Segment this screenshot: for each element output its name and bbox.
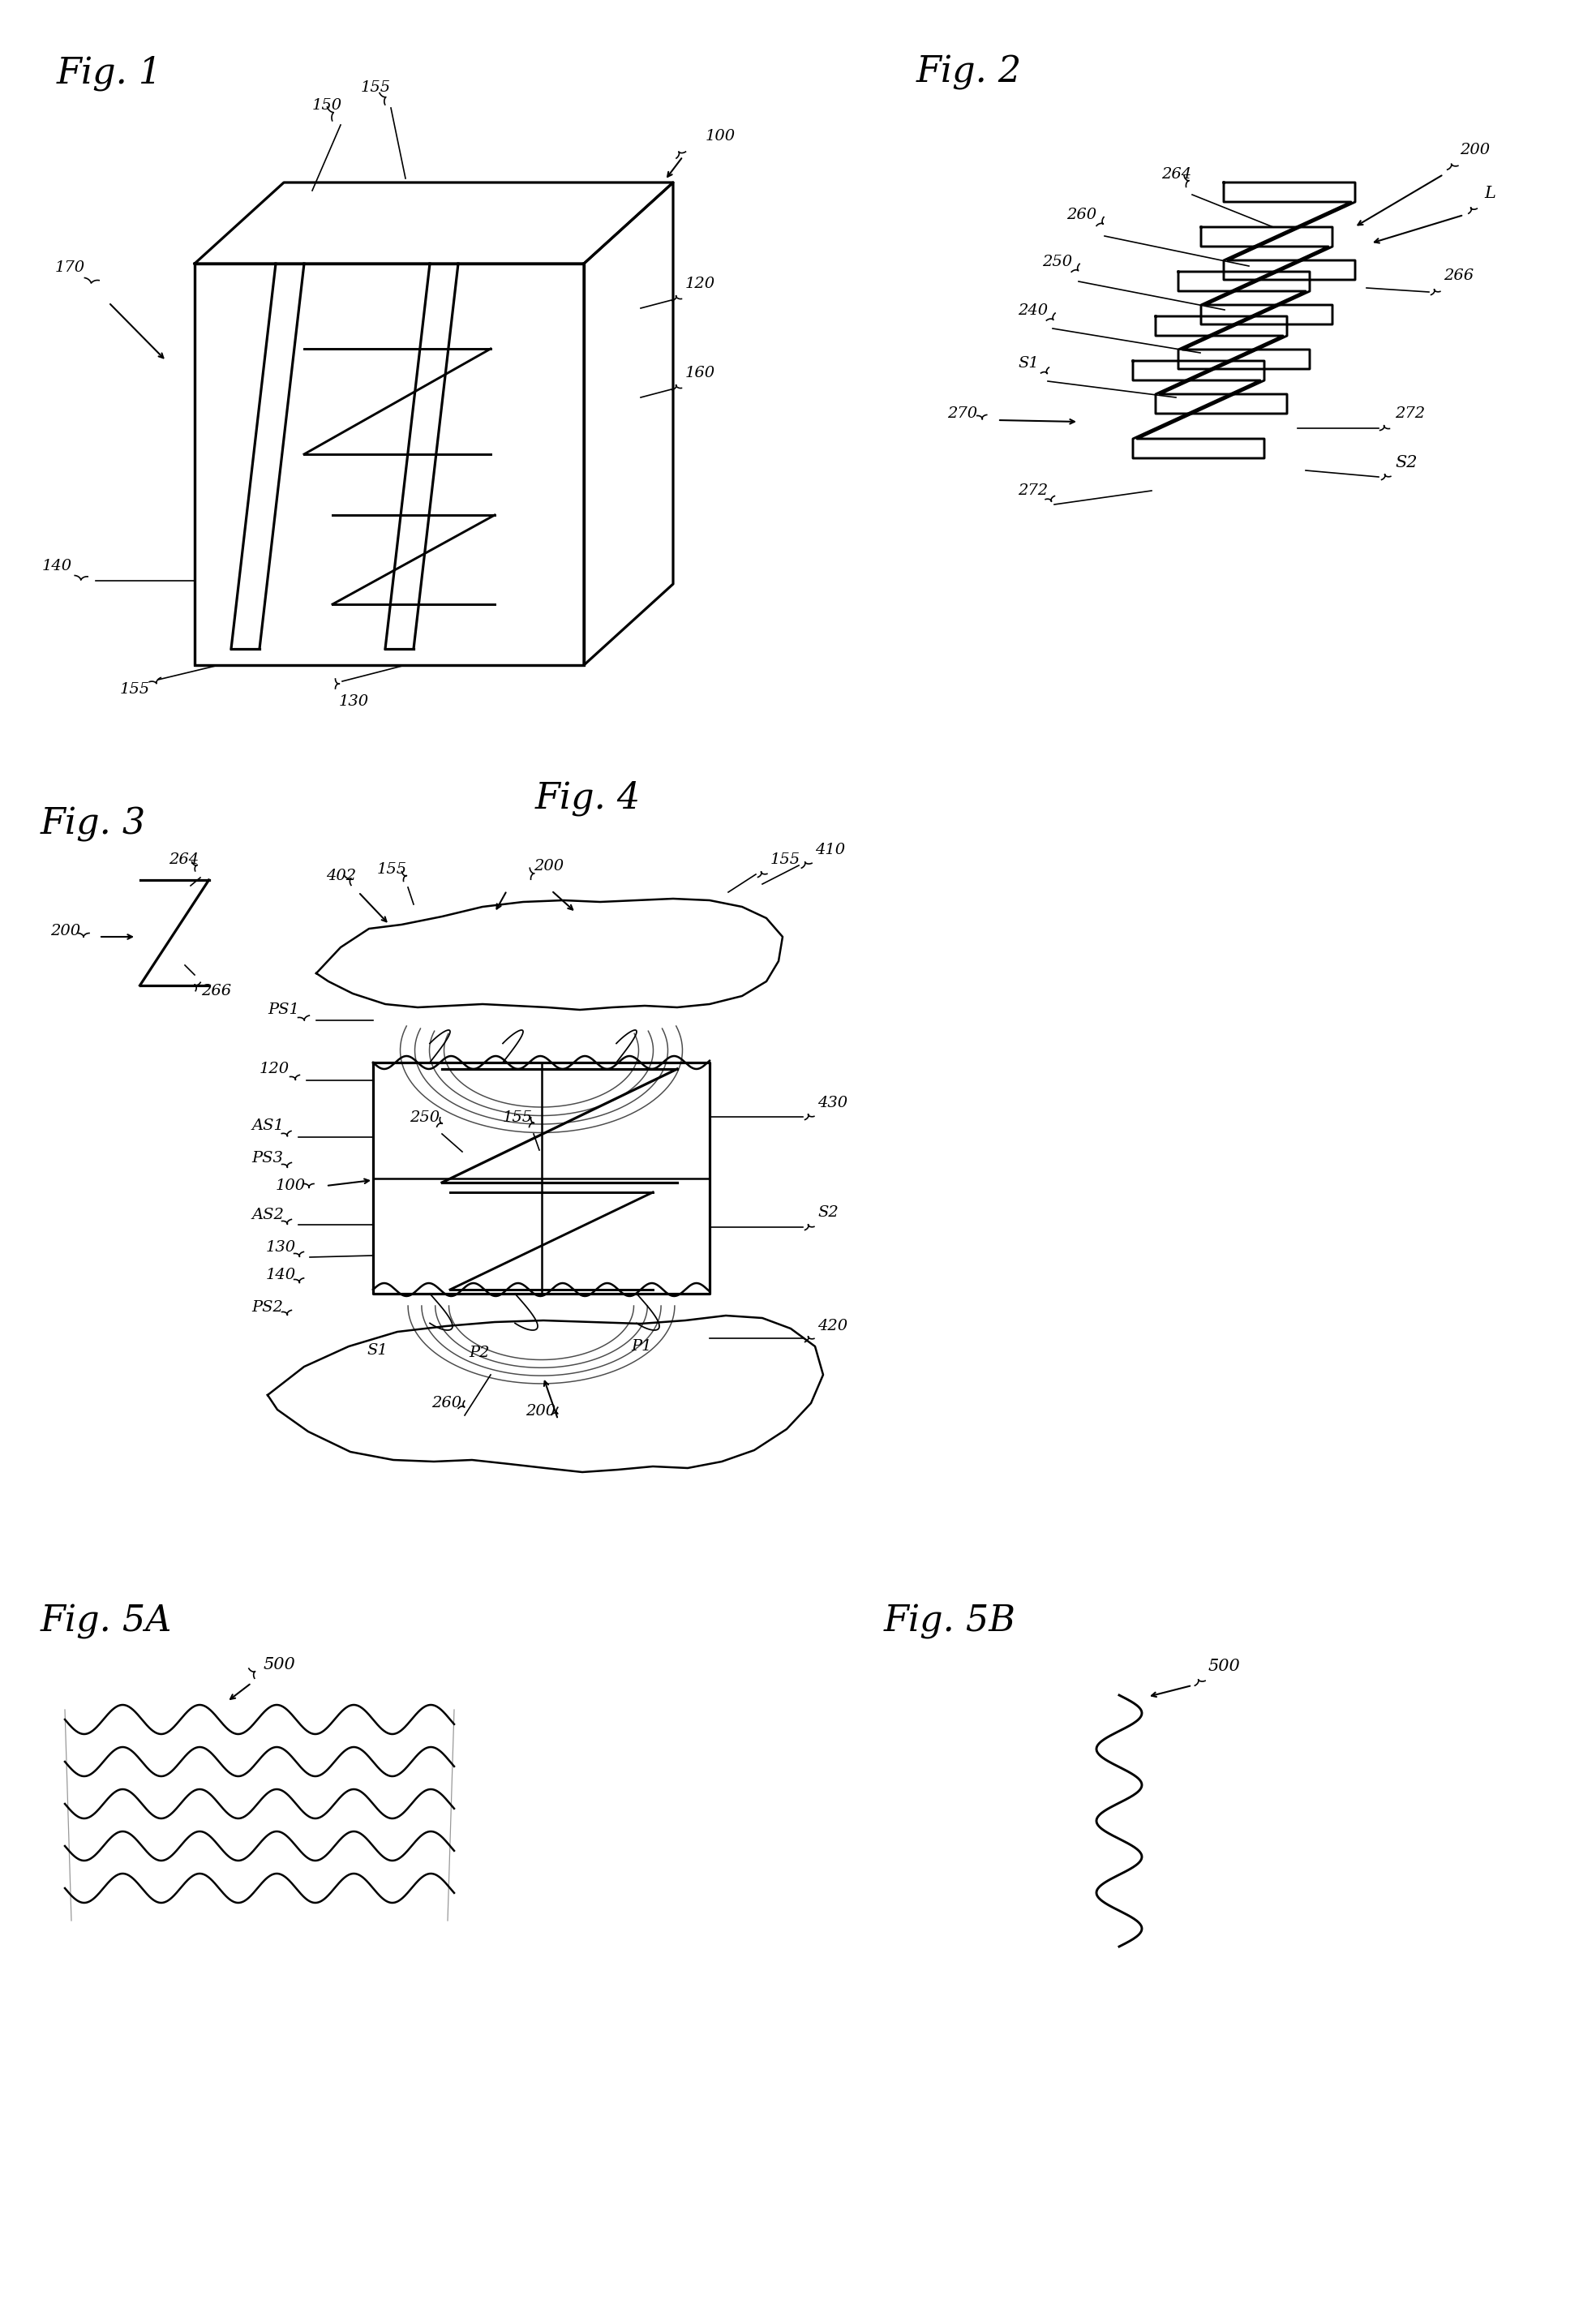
- Bar: [195, 264, 584, 664]
- Text: PS2: PS2: [252, 1300, 282, 1314]
- Text: Fig. 1: Fig. 1: [57, 56, 163, 90]
- Text: Fig. 2: Fig. 2: [916, 56, 1021, 90]
- Text: L: L: [1484, 185, 1495, 201]
- Text: 266: 266: [201, 983, 231, 997]
- Text: 200: 200: [51, 923, 80, 939]
- Text: 264: 264: [1162, 167, 1192, 183]
- Text: 420: 420: [817, 1319, 847, 1333]
- Text: 100: 100: [705, 130, 736, 143]
- Text: 120: 120: [685, 278, 715, 292]
- Text: Fig. 3: Fig. 3: [40, 808, 147, 842]
- Text: Fig. 5B: Fig. 5B: [884, 1604, 1017, 1638]
- Text: 155: 155: [120, 683, 150, 697]
- Text: 500: 500: [1208, 1659, 1240, 1675]
- Text: 430: 430: [817, 1097, 847, 1111]
- Text: 272: 272: [1018, 484, 1049, 498]
- Text: 120: 120: [260, 1062, 289, 1076]
- Text: 260: 260: [431, 1395, 461, 1412]
- Text: 155: 155: [377, 863, 407, 877]
- Text: S1: S1: [1018, 356, 1039, 370]
- Text: 250: 250: [1042, 255, 1073, 268]
- Text: PS3: PS3: [252, 1150, 282, 1166]
- Text: 402: 402: [326, 868, 356, 884]
- Text: P1: P1: [630, 1340, 651, 1354]
- Text: 140: 140: [267, 1268, 297, 1282]
- Text: 130: 130: [338, 694, 369, 708]
- Text: 264: 264: [169, 852, 200, 868]
- Text: 200: 200: [525, 1405, 555, 1418]
- Text: 140: 140: [41, 560, 72, 574]
- Text: 130: 130: [267, 1240, 297, 1254]
- Text: 410: 410: [816, 842, 846, 856]
- Text: 240: 240: [1018, 303, 1049, 317]
- Text: 160: 160: [685, 366, 715, 379]
- Text: 250: 250: [410, 1111, 439, 1125]
- Text: 155: 155: [361, 81, 391, 95]
- Text: PS1: PS1: [268, 1002, 298, 1018]
- Text: 500: 500: [263, 1657, 295, 1673]
- Text: 100: 100: [276, 1178, 306, 1194]
- Text: 150: 150: [313, 97, 342, 113]
- Text: Fig. 5A: Fig. 5A: [40, 1604, 172, 1638]
- Text: S2: S2: [817, 1206, 838, 1219]
- Text: 155: 155: [771, 852, 801, 868]
- Text: 200: 200: [533, 858, 563, 872]
- Text: S1: S1: [367, 1342, 388, 1358]
- Text: 170: 170: [56, 261, 85, 275]
- Text: 266: 266: [1443, 268, 1473, 282]
- Text: 272: 272: [1395, 407, 1425, 421]
- Text: 200: 200: [1460, 143, 1489, 157]
- Text: AS2: AS2: [252, 1208, 284, 1222]
- Text: 155: 155: [503, 1111, 533, 1125]
- Text: S2: S2: [1395, 454, 1417, 470]
- Text: Fig. 4: Fig. 4: [535, 782, 642, 817]
- Text: P2: P2: [469, 1344, 490, 1361]
- Text: 260: 260: [1066, 208, 1096, 222]
- Text: 270: 270: [946, 407, 977, 421]
- Text: AS1: AS1: [252, 1118, 284, 1134]
